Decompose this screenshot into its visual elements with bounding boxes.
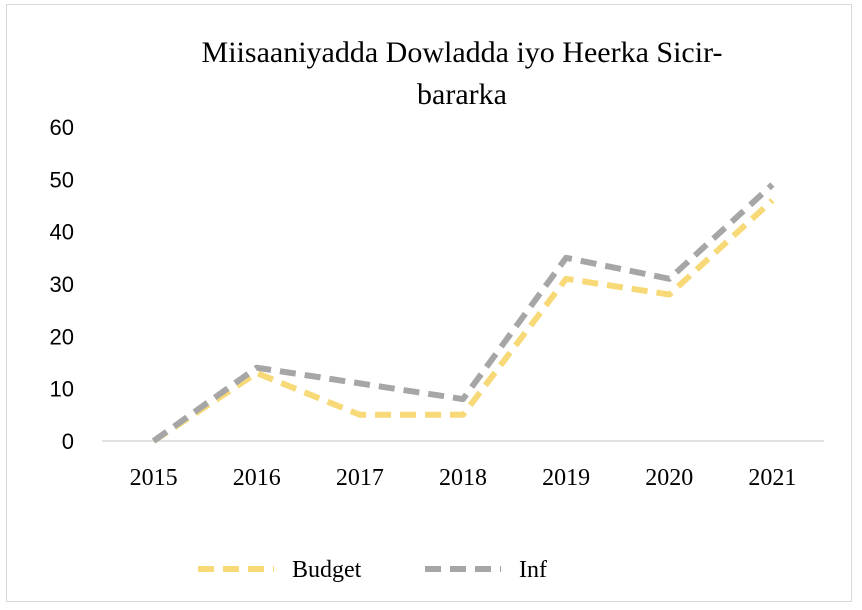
data-point-inf [563, 255, 569, 261]
y-tick-label: 20 [50, 324, 74, 349]
data-point-inf [151, 438, 157, 444]
data-point-inf [254, 365, 260, 371]
data-point-budget [460, 412, 466, 418]
x-tick-label: 2015 [130, 465, 178, 491]
x-tick-label: 2017 [336, 465, 384, 491]
data-point-inf [357, 380, 363, 386]
x-tick-label: 2020 [645, 465, 693, 491]
data-point-inf [666, 276, 672, 282]
legend-label-budget: Budget [292, 557, 362, 583]
y-tick-label: 40 [50, 220, 74, 245]
y-tick-label: 30 [50, 272, 74, 297]
data-point-budget [357, 412, 363, 418]
y-tick-label: 60 [50, 115, 74, 140]
x-axis-ticks: 2015 2016 2017 2018 2019 2020 2021 [130, 465, 797, 491]
data-point-inf [460, 396, 466, 402]
legend: Budget Inf [198, 557, 547, 583]
x-tick-label: 2019 [542, 465, 590, 491]
y-tick-label: 50 [50, 167, 74, 192]
chart-title-line-1: Miisaaniyadda Dowladda iyo Heerka Sicir- [202, 36, 723, 69]
x-tick-label: 2018 [439, 465, 487, 491]
x-tick-label: 2021 [748, 465, 796, 491]
chart-frame [6, 4, 852, 602]
y-axis-ticks: 0 10 20 30 40 50 60 [50, 115, 74, 454]
y-tick-label: 0 [62, 429, 74, 454]
series-layer [151, 182, 775, 444]
data-point-budget [666, 291, 672, 297]
x-tick-label: 2016 [233, 465, 281, 491]
series-line-inf [151, 182, 775, 444]
data-point-budget [769, 197, 775, 203]
data-point-inf [769, 182, 775, 188]
data-point-budget [563, 276, 569, 282]
legend-label-inf: Inf [519, 557, 547, 583]
series-line-budget [151, 198, 775, 444]
chart-title-line-2: bararka [417, 78, 507, 111]
y-tick-label: 10 [50, 377, 74, 402]
